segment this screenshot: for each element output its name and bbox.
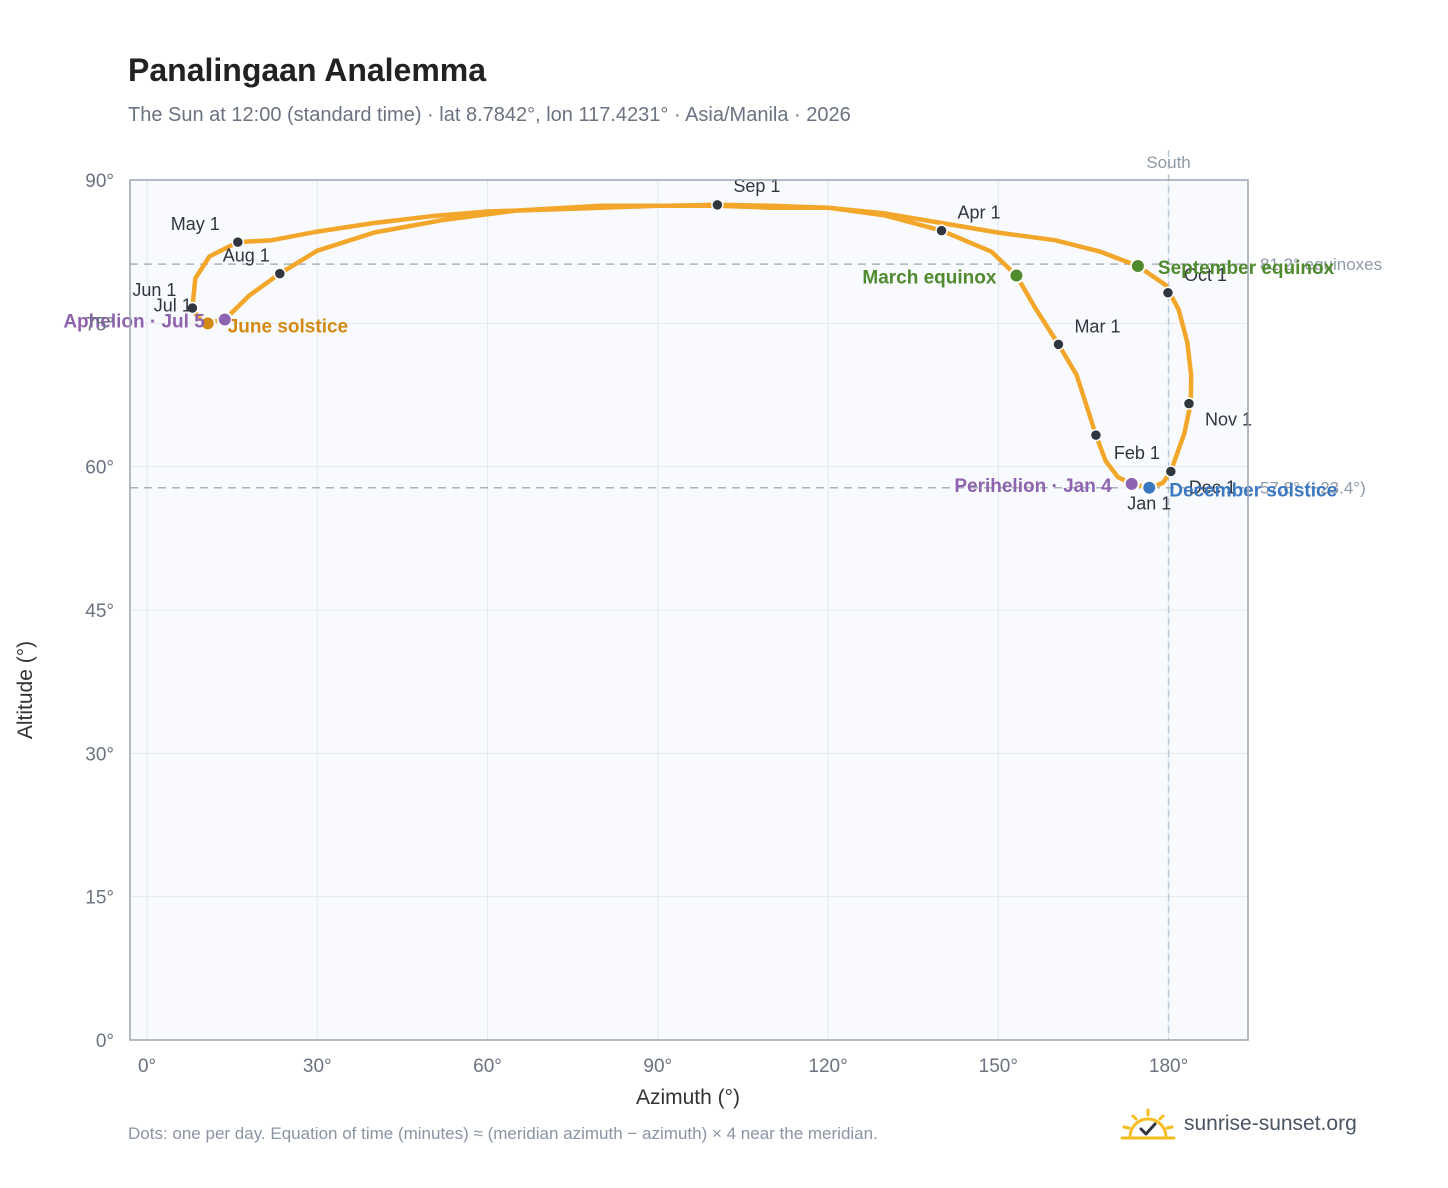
month-label: Nov 1 — [1205, 410, 1252, 430]
month-marker — [1052, 338, 1065, 351]
event-marker — [1129, 258, 1146, 274]
month-marker — [1182, 397, 1196, 410]
month-label: Feb 1 — [1114, 443, 1160, 463]
y-tick-label: 90° — [85, 171, 114, 192]
ref-line-label: 81.2° equinoxes — [1260, 255, 1382, 274]
y-tick-label: 75° — [85, 314, 114, 335]
month-label: Mar 1 — [1074, 316, 1120, 336]
event-label: September equinox — [1158, 258, 1335, 279]
south-label: South — [1146, 153, 1190, 172]
month-marker — [186, 301, 199, 315]
sun-check-icon — [1120, 1108, 1176, 1140]
month-label: Sep 1 — [733, 176, 780, 196]
footnote: Dots: one per day. Equation of time (min… — [128, 1124, 878, 1143]
month-marker — [273, 267, 287, 280]
ref-line-label: 57.8° (−23.4°) — [1260, 479, 1366, 498]
plot-frame — [129, 179, 1249, 1041]
month-label: Jun 1 — [132, 280, 176, 300]
event-label: December solstice — [1169, 481, 1337, 502]
y-tick-label: 45° — [85, 601, 114, 622]
x-tick-label: 90° — [643, 1056, 672, 1077]
event-marker — [1141, 479, 1158, 496]
month-marker — [935, 224, 948, 237]
event-label: Perihelion · Jan 4 — [954, 476, 1112, 497]
brand[interactable]: sunrise-sunset.org — [1120, 1104, 1357, 1144]
event-label: March equinox — [862, 268, 997, 289]
month-label: Oct 1 — [1184, 265, 1227, 285]
brand-name[interactable]: sunrise-sunset.org — [1184, 1112, 1357, 1135]
month-label: Jan 1 — [1127, 494, 1171, 514]
month-label: Dec 1 — [1189, 477, 1236, 497]
month-marker — [1161, 286, 1175, 300]
x-tick-label: 60° — [473, 1056, 502, 1077]
y-tick-label: 15° — [85, 888, 114, 909]
event-marker — [1008, 267, 1025, 284]
y-axis-title: Altitude (°) — [14, 641, 37, 739]
month-marker — [231, 235, 245, 249]
x-axis-title: Azimuth (°) — [636, 1086, 740, 1109]
x-tick-label: 120° — [808, 1056, 847, 1077]
month-label: Jul 1 — [154, 295, 192, 315]
month-label: Apr 1 — [958, 203, 1001, 223]
y-tick-label: 30° — [85, 744, 114, 765]
event-marker — [216, 311, 233, 328]
event-marker — [1123, 475, 1140, 492]
event-label: Aphelion · Jul 5 — [63, 312, 205, 333]
y-tick-label: 0° — [96, 1031, 114, 1052]
chart-subtitle: The Sun at 12:00 (standard time) · lat 8… — [128, 104, 851, 126]
month-label: May 1 — [171, 214, 220, 234]
y-tick-label: 60° — [85, 458, 114, 479]
month-marker — [1089, 428, 1103, 442]
x-tick-label: 30° — [303, 1056, 332, 1077]
month-marker — [1164, 465, 1178, 478]
x-tick-label: 150° — [979, 1056, 1018, 1077]
x-tick-label: 180° — [1149, 1056, 1188, 1077]
event-label: June solstice — [228, 316, 348, 337]
month-marker — [711, 198, 724, 212]
event-marker — [199, 315, 216, 332]
chart-title: Panalingaan Analemma — [128, 52, 487, 88]
x-tick-label: 0° — [138, 1056, 156, 1077]
month-label: Aug 1 — [223, 246, 270, 266]
